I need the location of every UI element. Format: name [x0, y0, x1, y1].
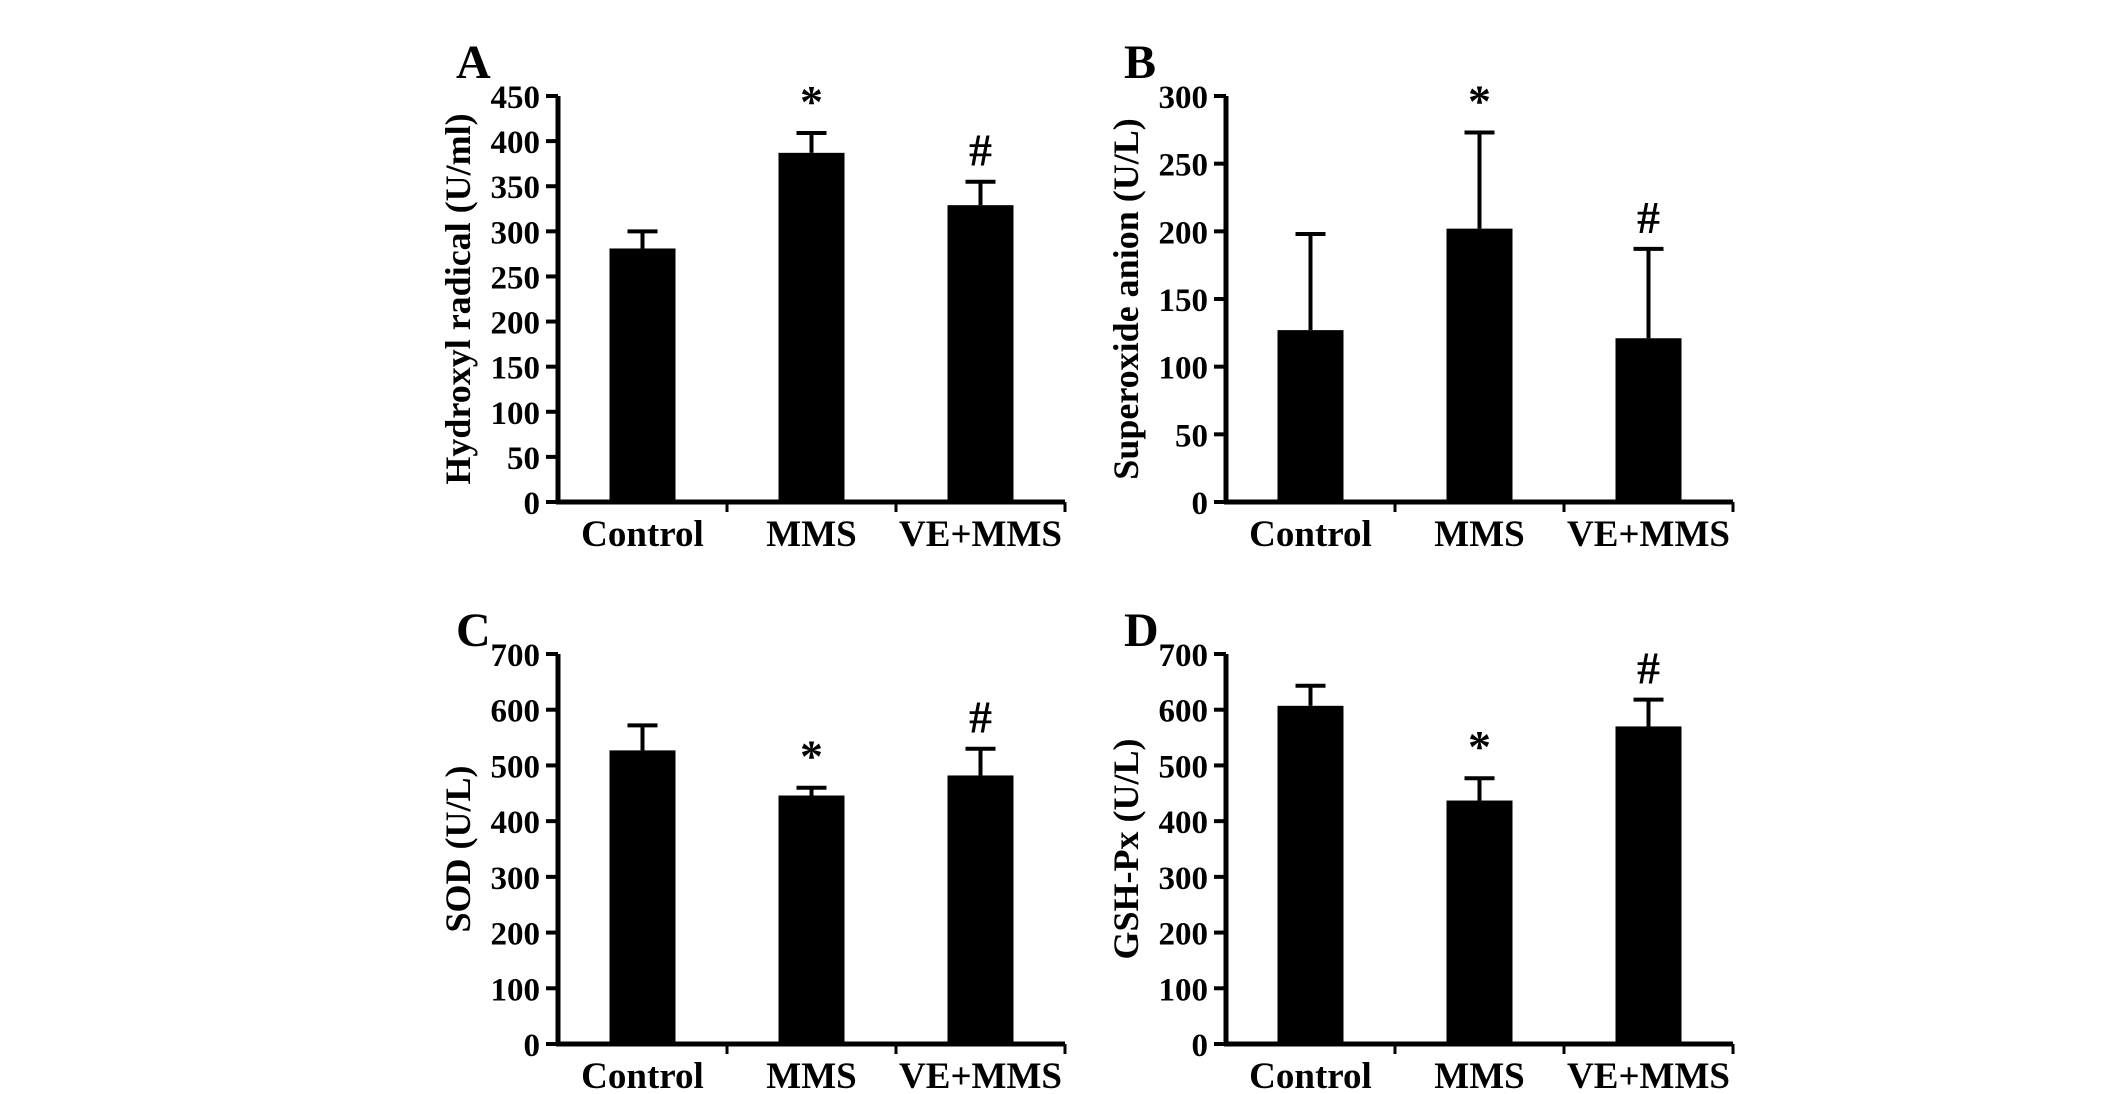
bar-ve-mms	[1615, 338, 1682, 502]
significance-marker: *	[800, 76, 823, 127]
y-tick-label: 200	[1159, 917, 1209, 953]
y-tick-label: 450	[491, 80, 541, 116]
y-axis-title-A: Hydroxyl radical (U/ml)	[438, 113, 478, 484]
x-category-label: MMS	[766, 514, 856, 554]
y-tick-label: 0	[524, 1028, 541, 1064]
significance-marker: *	[1468, 76, 1491, 127]
bar-chart-sod: C SOD (U/L) 0 100 200 300 400 500 600 700 Contro…	[438, 604, 1067, 1094]
x-category-label: VE+MMS	[1567, 514, 1730, 554]
bar-mms	[1446, 228, 1513, 503]
significance-marker: #	[1637, 643, 1660, 694]
y-tick-label: 250	[1159, 148, 1209, 184]
x-category-label: MMS	[1434, 514, 1524, 554]
bar-control	[1277, 705, 1344, 1044]
significance-marker: *	[800, 731, 823, 782]
y-axis-title-C: SOD (U/L)	[438, 765, 478, 932]
y-tick-label: 500	[1159, 749, 1209, 785]
bar-mms	[1446, 800, 1513, 1044]
x-category-label: Control	[581, 1056, 704, 1094]
bar-control	[1277, 330, 1344, 502]
y-tick-label: 300	[1159, 861, 1209, 897]
y-tick-label: 600	[491, 694, 541, 730]
y-tick-label: 0	[1192, 486, 1209, 522]
y-tick-label: 0	[1192, 1028, 1209, 1064]
bar-chart-hydroxyl-radical: A Hydroxyl radical (U/ml) 0 50 100 150 200 25…	[438, 36, 1067, 554]
bar-ve-mms	[1615, 726, 1682, 1044]
panel-letter-A: A	[456, 36, 491, 89]
y-tick-label: 100	[491, 396, 541, 432]
panel-B: B Superoxide anion (U/L) 0 50 100 150 200 250…	[1098, 8, 1758, 554]
y-tick-label: 150	[491, 351, 541, 387]
bar-chart-superoxide-anion: B Superoxide anion (U/L) 0 50 100 150 200 250…	[1106, 36, 1735, 554]
x-category-label: Control	[581, 514, 704, 554]
bar-mms	[778, 795, 845, 1044]
y-axis-title-B: Superoxide anion (U/L)	[1106, 118, 1146, 479]
y-tick-label: 400	[491, 805, 541, 841]
y-axis-title-D: GSH-Px (U/L)	[1106, 739, 1146, 960]
y-tick-label: 50	[1175, 418, 1208, 454]
x-category-label: Control	[1249, 1056, 1372, 1094]
y-tick-label: 500	[491, 749, 541, 785]
y-tick-label: 100	[1159, 972, 1209, 1008]
panel-A: A Hydroxyl radical (U/ml) 0 50 100 150 200 25…	[430, 8, 1090, 554]
significance-marker: #	[969, 125, 992, 176]
y-tick-label: 400	[1159, 805, 1209, 841]
panel-C: C SOD (U/L) 0 100 200 300 400 500 600 700 Contro…	[430, 558, 1090, 1094]
y-tick-label: 250	[491, 260, 541, 296]
bar-control	[609, 750, 676, 1044]
y-tick-label: 200	[491, 917, 541, 953]
panel-letter-D: D	[1124, 604, 1159, 657]
significance-marker: #	[969, 692, 992, 743]
bar-chart-gsh-px: D GSH-Px (U/L) 0 100 200 300 400 500 600 700 Con…	[1106, 604, 1735, 1094]
panel-D: D GSH-Px (U/L) 0 100 200 300 400 500 600 700 Con…	[1098, 558, 1758, 1094]
y-tick-label: 150	[1159, 283, 1209, 319]
bar-ve-mms	[947, 205, 1014, 502]
y-tick-label: 600	[1159, 694, 1209, 730]
panel-letter-B: B	[1124, 36, 1156, 89]
bar-control	[609, 248, 676, 502]
y-tick-label: 200	[1159, 215, 1209, 251]
bar-mms	[778, 152, 845, 502]
y-tick-label: 300	[491, 215, 541, 251]
significance-marker: #	[1637, 192, 1660, 243]
y-tick-label: 700	[1159, 638, 1209, 674]
y-tick-label: 0	[524, 486, 541, 522]
x-category-label: VE+MMS	[1567, 1056, 1730, 1094]
y-tick-label: 100	[1159, 351, 1209, 387]
y-tick-label: 100	[491, 972, 541, 1008]
x-category-label: MMS	[1434, 1056, 1524, 1094]
y-tick-label: 50	[507, 441, 540, 477]
panel-letter-C: C	[456, 604, 491, 657]
y-tick-label: 400	[491, 125, 541, 161]
y-tick-label: 200	[491, 306, 541, 342]
x-category-label: VE+MMS	[899, 1056, 1062, 1094]
x-category-label: Control	[1249, 514, 1372, 554]
x-category-label: MMS	[766, 1056, 856, 1094]
significance-marker: *	[1468, 721, 1491, 772]
y-tick-label: 300	[1159, 80, 1209, 116]
y-tick-label: 700	[491, 638, 541, 674]
y-tick-label: 300	[491, 861, 541, 897]
y-tick-label: 350	[491, 170, 541, 206]
x-category-label: VE+MMS	[899, 514, 1062, 554]
bar-ve-mms	[947, 775, 1014, 1044]
